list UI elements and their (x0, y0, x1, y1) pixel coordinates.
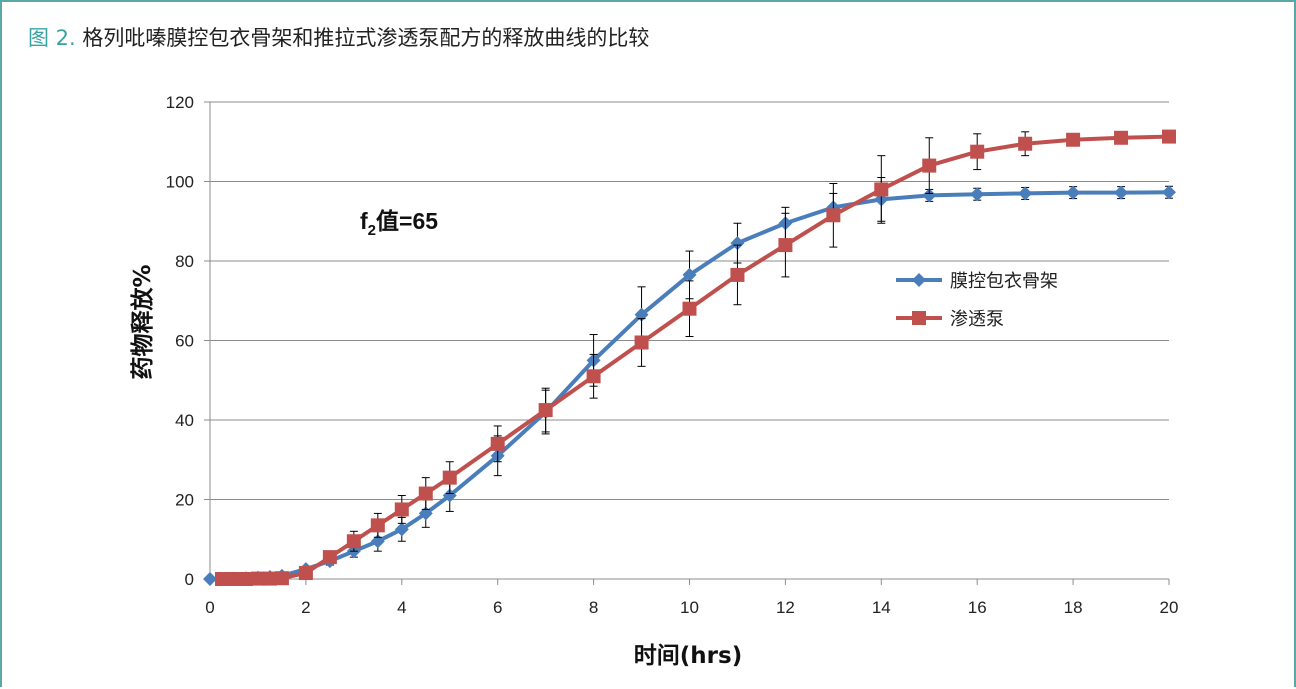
x-tick-label: 0 (205, 598, 214, 617)
data-point (682, 301, 697, 316)
legend-marker-2 (912, 311, 926, 325)
data-point (1162, 185, 1176, 200)
x-tick-label: 6 (493, 598, 502, 617)
x-tick-label: 2 (301, 598, 310, 617)
data-point (214, 572, 229, 586)
figure-caption: 图 2. 格列吡嗪膜控包衣骨架和推拉式渗透泵配方的释放曲线的比较 (28, 22, 649, 52)
data-point (322, 550, 337, 565)
data-point (874, 182, 889, 197)
legend-label-1: 膜控包衣骨架 (950, 271, 1058, 292)
data-point (1066, 185, 1081, 200)
y-axis-title: 药物释放% (129, 264, 156, 379)
data-point (1066, 132, 1081, 147)
data-point (274, 571, 289, 586)
x-tick-label: 18 (1064, 598, 1083, 617)
data-point (203, 572, 217, 586)
data-point (778, 238, 793, 253)
data-point (442, 488, 457, 503)
data-point (586, 369, 601, 384)
figure-caption-text: 格列吡嗪膜控包衣骨架和推拉式渗透泵配方的释放曲线的比较 (82, 26, 650, 50)
data-point (1018, 186, 1033, 201)
data-point (490, 436, 505, 451)
x-tick-label: 20 (1160, 598, 1179, 617)
series-1 (203, 177, 1176, 586)
f2-annotation-base: f (360, 208, 368, 234)
data-point (730, 236, 745, 251)
f2-annotation-subscript: 2 (368, 222, 376, 239)
series-2 (214, 129, 1176, 586)
data-point (298, 566, 313, 581)
x-tick-label: 4 (397, 598, 406, 617)
figure-number: 图 2. (28, 26, 76, 50)
data-point (922, 158, 937, 173)
x-axis-title: 时间(hrs) (634, 643, 742, 669)
legend-label-2: 渗透泵 (950, 309, 1004, 330)
data-point (262, 571, 277, 586)
data-point (634, 335, 649, 350)
data-point (442, 470, 457, 485)
data-point (970, 187, 985, 202)
axes: 0 20 40 60 80 100 120 0 2 4 6 8 10 12 14 16 18 20 (166, 93, 1179, 617)
data-point (1114, 185, 1129, 200)
data-point (394, 522, 409, 537)
data-point (922, 188, 937, 203)
data-point (1018, 136, 1033, 151)
data-point (346, 534, 361, 549)
data-point (1162, 129, 1176, 144)
data-point (226, 572, 241, 586)
series-line (221, 134, 1170, 581)
data-point (238, 572, 253, 586)
x-tick-label: 12 (776, 598, 795, 617)
y-tick-label: 100 (166, 173, 194, 192)
legend-marker-1 (912, 273, 926, 287)
series-line (210, 190, 1170, 581)
y-tick-label: 60 (175, 332, 194, 351)
y-tick-label: 0 (185, 570, 194, 589)
f2-annotation-rest: 值=65 (376, 208, 438, 234)
data-point (826, 208, 841, 223)
x-tick-label: 8 (589, 598, 598, 617)
data-point (682, 267, 697, 282)
data-point (730, 267, 745, 282)
series-layer (203, 129, 1176, 586)
x-tick-label: 16 (968, 598, 987, 617)
data-point (394, 502, 409, 517)
f2-annotation: f2值=65 (360, 208, 438, 239)
data-point (418, 486, 433, 501)
data-point (1114, 130, 1129, 145)
y-tick-label: 80 (175, 252, 194, 271)
y-tick-label: 20 (175, 491, 194, 510)
x-tick-label: 14 (872, 598, 891, 617)
y-tick-label: 120 (166, 93, 194, 112)
y-tick-label: 40 (175, 411, 194, 430)
data-point (370, 518, 385, 533)
data-point (250, 571, 265, 586)
data-point (538, 403, 553, 418)
data-point (970, 144, 985, 159)
x-tick-label: 10 (680, 598, 699, 617)
